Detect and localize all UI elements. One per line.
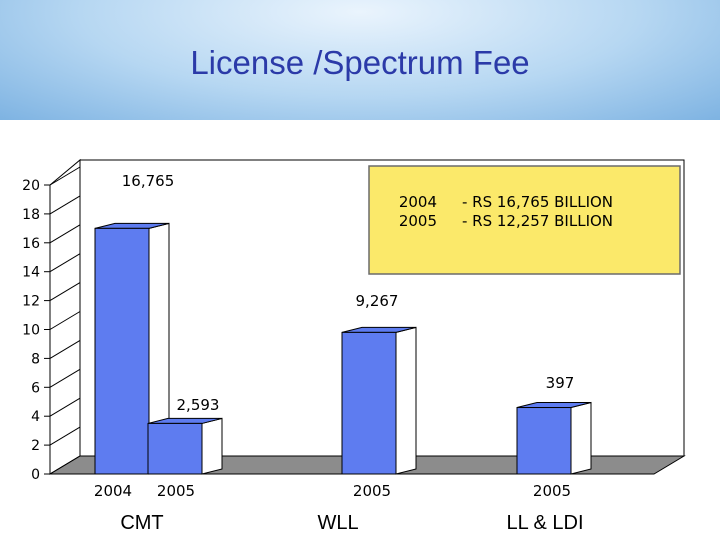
y-axis-ticks: 0 2 4 6 8 10 12 14 16 18 20 (22, 178, 40, 483)
y-tick-label: 8 (31, 351, 40, 367)
bar (94, 227, 150, 475)
note-year-2005: 2005 (399, 212, 437, 230)
gridline-side (49, 339, 81, 359)
bars (94, 222, 592, 475)
data-label: 397 (546, 374, 575, 392)
x-axis-labels: 2004 2005 2005 2005 (94, 482, 571, 500)
bar (516, 407, 572, 475)
bar-side (395, 326, 417, 475)
gridline-side (49, 311, 81, 330)
gridline-side (49, 224, 81, 244)
group-labels: CMT WLL LL & LDI (120, 512, 583, 534)
note-text-2004: - RS 16,765 BILLION (462, 193, 613, 211)
x-tick-label: 2004 (94, 482, 132, 500)
gridlines (44, 166, 81, 475)
gridline-side (49, 455, 81, 475)
chart-side-wall (49, 158, 81, 475)
x-tick-label: 2005 (353, 482, 391, 500)
y-tick-label: 2 (31, 438, 40, 454)
gridline-side (49, 368, 81, 388)
gridline-side (49, 397, 81, 417)
bar (341, 331, 397, 475)
data-label: 2,593 (177, 396, 220, 414)
y-tick-label: 6 (31, 380, 40, 396)
data-label: 9,267 (356, 292, 399, 310)
header-band (0, 0, 720, 120)
gridline-side (49, 195, 81, 215)
y-tick-label: 18 (22, 207, 40, 223)
group-label: LL & LDI (506, 512, 583, 534)
bar (147, 422, 203, 475)
gridline-side (49, 253, 81, 273)
gridline-side (49, 426, 81, 446)
x-tick-label: 2005 (157, 482, 195, 500)
slide-title: License /Spectrum Fee (190, 44, 530, 81)
bar-side (201, 417, 223, 475)
bar-side (570, 401, 592, 475)
x-tick-label: 2005 (533, 482, 571, 500)
note-year-2004: 2004 (399, 193, 437, 211)
group-label: WLL (317, 512, 358, 534)
y-tick-label: 4 (31, 409, 40, 425)
note-box (368, 165, 681, 275)
y-tick-label: 10 (22, 323, 40, 339)
data-label: 16,765 (122, 172, 175, 190)
gridline-side (49, 282, 81, 302)
data-labels: 16,765 2,593 9,267 397 (122, 172, 575, 414)
y-tick-label: 20 (22, 178, 40, 194)
y-tick-label: 12 (22, 294, 40, 310)
gridline-side (49, 166, 81, 186)
group-label: CMT (120, 512, 163, 534)
y-tick-label: 16 (22, 236, 40, 252)
y-tick-label: 14 (22, 265, 40, 281)
note-text-2005: - RS 12,257 BILLION (462, 212, 613, 230)
y-tick-label: 0 (31, 467, 40, 483)
